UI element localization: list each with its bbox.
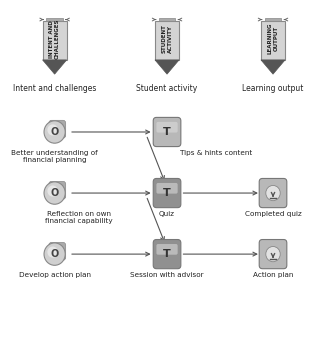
FancyBboxPatch shape [265,18,281,21]
Text: Action plan: Action plan [253,272,293,278]
Text: Develop action plan: Develop action plan [19,272,90,278]
FancyBboxPatch shape [162,242,178,260]
Text: Better understanding of
financial planning: Better understanding of financial planni… [11,150,98,163]
Text: Student activity: Student activity [137,84,198,93]
Text: T: T [163,249,171,259]
Text: STUDENT
ACTIVITY: STUDENT ACTIVITY [162,24,173,53]
FancyBboxPatch shape [49,120,66,138]
FancyBboxPatch shape [156,244,178,255]
Text: O: O [51,127,59,137]
Text: Quiz: Quiz [159,211,175,217]
FancyBboxPatch shape [153,117,181,147]
FancyBboxPatch shape [259,179,287,208]
FancyBboxPatch shape [156,183,178,194]
Text: T: T [163,188,171,198]
Circle shape [44,243,65,265]
FancyBboxPatch shape [261,21,285,60]
Polygon shape [155,60,179,74]
Text: O: O [51,188,59,198]
Text: INTENT AND
CHALLENGES: INTENT AND CHALLENGES [49,18,60,59]
FancyBboxPatch shape [162,120,178,138]
Text: Session with advisor: Session with advisor [130,272,204,278]
FancyBboxPatch shape [49,242,66,260]
Circle shape [266,185,280,201]
Text: T: T [163,127,171,137]
Circle shape [44,182,65,204]
FancyBboxPatch shape [267,181,284,199]
FancyBboxPatch shape [42,21,67,60]
Text: O: O [51,249,59,259]
FancyBboxPatch shape [162,181,178,199]
Circle shape [44,121,65,143]
FancyBboxPatch shape [153,239,181,269]
Text: Tips & hints content: Tips & hints content [180,150,252,156]
Text: Intent and challenges: Intent and challenges [13,84,96,93]
Circle shape [47,124,58,135]
FancyBboxPatch shape [267,242,284,260]
FancyBboxPatch shape [156,122,178,133]
Text: Learning output: Learning output [242,84,304,93]
Circle shape [47,185,58,197]
Polygon shape [42,60,67,74]
Text: Reflection on own
financial capability: Reflection on own financial capability [45,211,113,224]
Circle shape [47,247,58,258]
FancyBboxPatch shape [259,239,287,269]
Circle shape [266,247,280,262]
FancyBboxPatch shape [49,181,66,199]
FancyBboxPatch shape [159,18,175,21]
FancyBboxPatch shape [155,21,179,60]
FancyBboxPatch shape [153,179,181,208]
Text: LEARNING
OUTPUT: LEARNING OUTPUT [267,23,279,54]
FancyBboxPatch shape [46,18,63,21]
Polygon shape [261,60,285,74]
Text: Completed quiz: Completed quiz [245,211,301,217]
